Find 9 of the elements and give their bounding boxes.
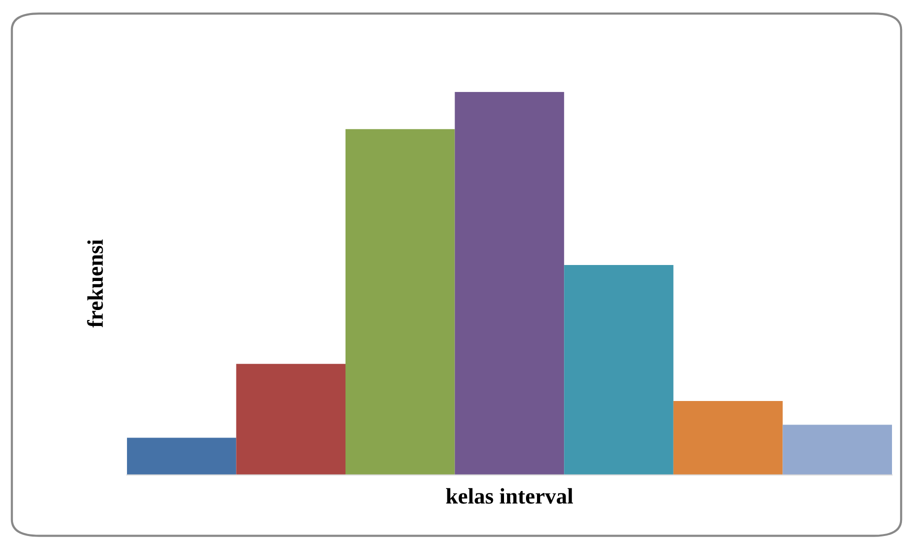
bar <box>782 424 892 475</box>
bar <box>126 438 236 475</box>
bar <box>673 401 783 475</box>
bar <box>564 265 674 475</box>
x-axis-title: kelas interval <box>446 488 573 504</box>
bar <box>236 364 346 475</box>
y-axis-title: frekuensi <box>87 240 103 328</box>
bar <box>454 92 564 475</box>
bar <box>346 129 455 475</box>
